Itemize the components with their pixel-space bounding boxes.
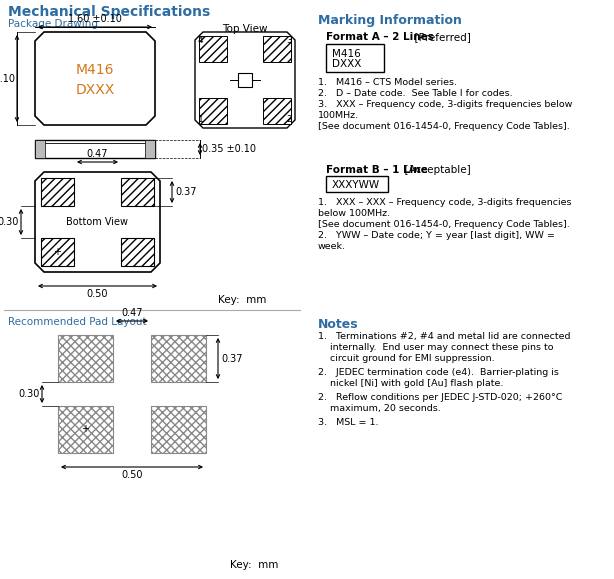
Text: 1.   Terminations #2, #4 and metal lid are connected: 1. Terminations #2, #4 and metal lid are… <box>318 332 570 341</box>
Bar <box>58 406 113 453</box>
Bar <box>151 335 206 382</box>
Bar <box>121 238 154 266</box>
Text: 0.47: 0.47 <box>121 308 142 318</box>
Text: +: + <box>82 424 90 434</box>
Polygon shape <box>195 32 295 128</box>
Text: 2.   Reflow conditions per JEDEC J-STD-020; +260°C: 2. Reflow conditions per JEDEC J-STD-020… <box>318 393 562 402</box>
Text: 0.47: 0.47 <box>87 149 108 159</box>
Text: Top View: Top View <box>222 24 268 34</box>
Text: 1.   XXX – XXX – Frequency code, 3-digits frequencies: 1. XXX – XXX – Frequency code, 3-digits … <box>318 198 572 207</box>
Text: 2.   JEDEC termination code (e4).  Barrier-plating is: 2. JEDEC termination code (e4). Barrier-… <box>318 368 559 377</box>
Text: XXXYWW: XXXYWW <box>332 180 380 190</box>
Text: Notes: Notes <box>318 318 359 331</box>
Text: DXXX: DXXX <box>332 59 362 69</box>
Text: 0.37: 0.37 <box>221 354 243 364</box>
Text: 4: 4 <box>198 36 204 45</box>
Text: Recommended Pad Layout: Recommended Pad Layout <box>8 317 147 327</box>
Text: Key:  mm: Key: mm <box>230 560 278 570</box>
Text: 1.20 ±0.10: 1.20 ±0.10 <box>0 74 15 83</box>
Text: 3.   XXX – Frequency code, 3-digits frequencies below: 3. XXX – Frequency code, 3-digits freque… <box>318 100 572 109</box>
Polygon shape <box>35 172 160 272</box>
Text: [Preferred]: [Preferred] <box>408 32 471 42</box>
Bar <box>35 140 45 158</box>
Text: +: + <box>53 247 61 257</box>
Text: nickel [Ni] with gold [Au] flash plate.: nickel [Ni] with gold [Au] flash plate. <box>330 379 503 388</box>
Text: 3: 3 <box>286 36 292 45</box>
Text: below 100MHz.: below 100MHz. <box>318 209 390 218</box>
Text: 0.30: 0.30 <box>18 389 40 399</box>
Text: week.: week. <box>318 242 346 251</box>
Text: Format B – 1 Line: Format B – 1 Line <box>326 165 428 175</box>
Text: 1.60 ±0.10: 1.60 ±0.10 <box>68 14 122 24</box>
Bar <box>121 178 154 206</box>
Bar <box>41 238 74 266</box>
Text: 0.50: 0.50 <box>121 470 142 480</box>
Text: 1: 1 <box>198 115 204 124</box>
Bar <box>326 44 384 72</box>
Text: 0.35 ±0.10: 0.35 ±0.10 <box>202 144 256 154</box>
Text: 1.   M416 – CTS Model series.: 1. M416 – CTS Model series. <box>318 78 457 87</box>
Text: Format A – 2 Lines: Format A – 2 Lines <box>326 32 434 42</box>
Bar <box>263 98 291 124</box>
Text: 2.   D – Date code.  See Table I for codes.: 2. D – Date code. See Table I for codes. <box>318 89 513 98</box>
Text: 0.30: 0.30 <box>0 217 19 227</box>
Bar <box>151 406 206 453</box>
Text: 3.   MSL = 1.: 3. MSL = 1. <box>318 418 378 427</box>
Text: Mechanical Specifications: Mechanical Specifications <box>8 5 210 19</box>
Text: Marking Information: Marking Information <box>318 14 462 27</box>
Text: M416: M416 <box>76 63 114 77</box>
Text: 100MHz.: 100MHz. <box>318 111 359 120</box>
Bar <box>263 36 291 62</box>
Polygon shape <box>35 32 155 125</box>
Bar <box>145 140 155 158</box>
Text: Bottom View: Bottom View <box>66 217 128 227</box>
Text: [See document 016-1454-0, Frequency Code Tables].: [See document 016-1454-0, Frequency Code… <box>318 220 570 229</box>
Text: 2: 2 <box>286 115 292 124</box>
Bar <box>58 335 113 382</box>
Bar <box>35 140 155 158</box>
Bar <box>199 98 227 124</box>
Text: DXXX: DXXX <box>76 83 115 97</box>
Text: [See document 016-1454-0, Frequency Code Tables].: [See document 016-1454-0, Frequency Code… <box>318 122 570 131</box>
Text: internally.  End user may connect these pins to: internally. End user may connect these p… <box>330 343 553 352</box>
Bar <box>199 36 227 62</box>
Text: maximum, 20 seconds.: maximum, 20 seconds. <box>330 404 441 413</box>
Text: [Acceptable]: [Acceptable] <box>398 165 471 175</box>
Text: M416: M416 <box>332 49 361 59</box>
Text: 0.37: 0.37 <box>175 187 196 197</box>
Text: Package Drawing: Package Drawing <box>8 19 98 29</box>
Text: 0.50: 0.50 <box>87 289 108 299</box>
Bar <box>326 176 388 192</box>
Text: circuit ground for EMI suppression.: circuit ground for EMI suppression. <box>330 354 495 363</box>
Text: 2.   YWW – Date code; Y = year [last digit], WW =: 2. YWW – Date code; Y = year [last digit… <box>318 231 555 240</box>
Text: Key:  mm: Key: mm <box>218 295 266 305</box>
Bar <box>238 73 252 87</box>
Bar <box>41 178 74 206</box>
